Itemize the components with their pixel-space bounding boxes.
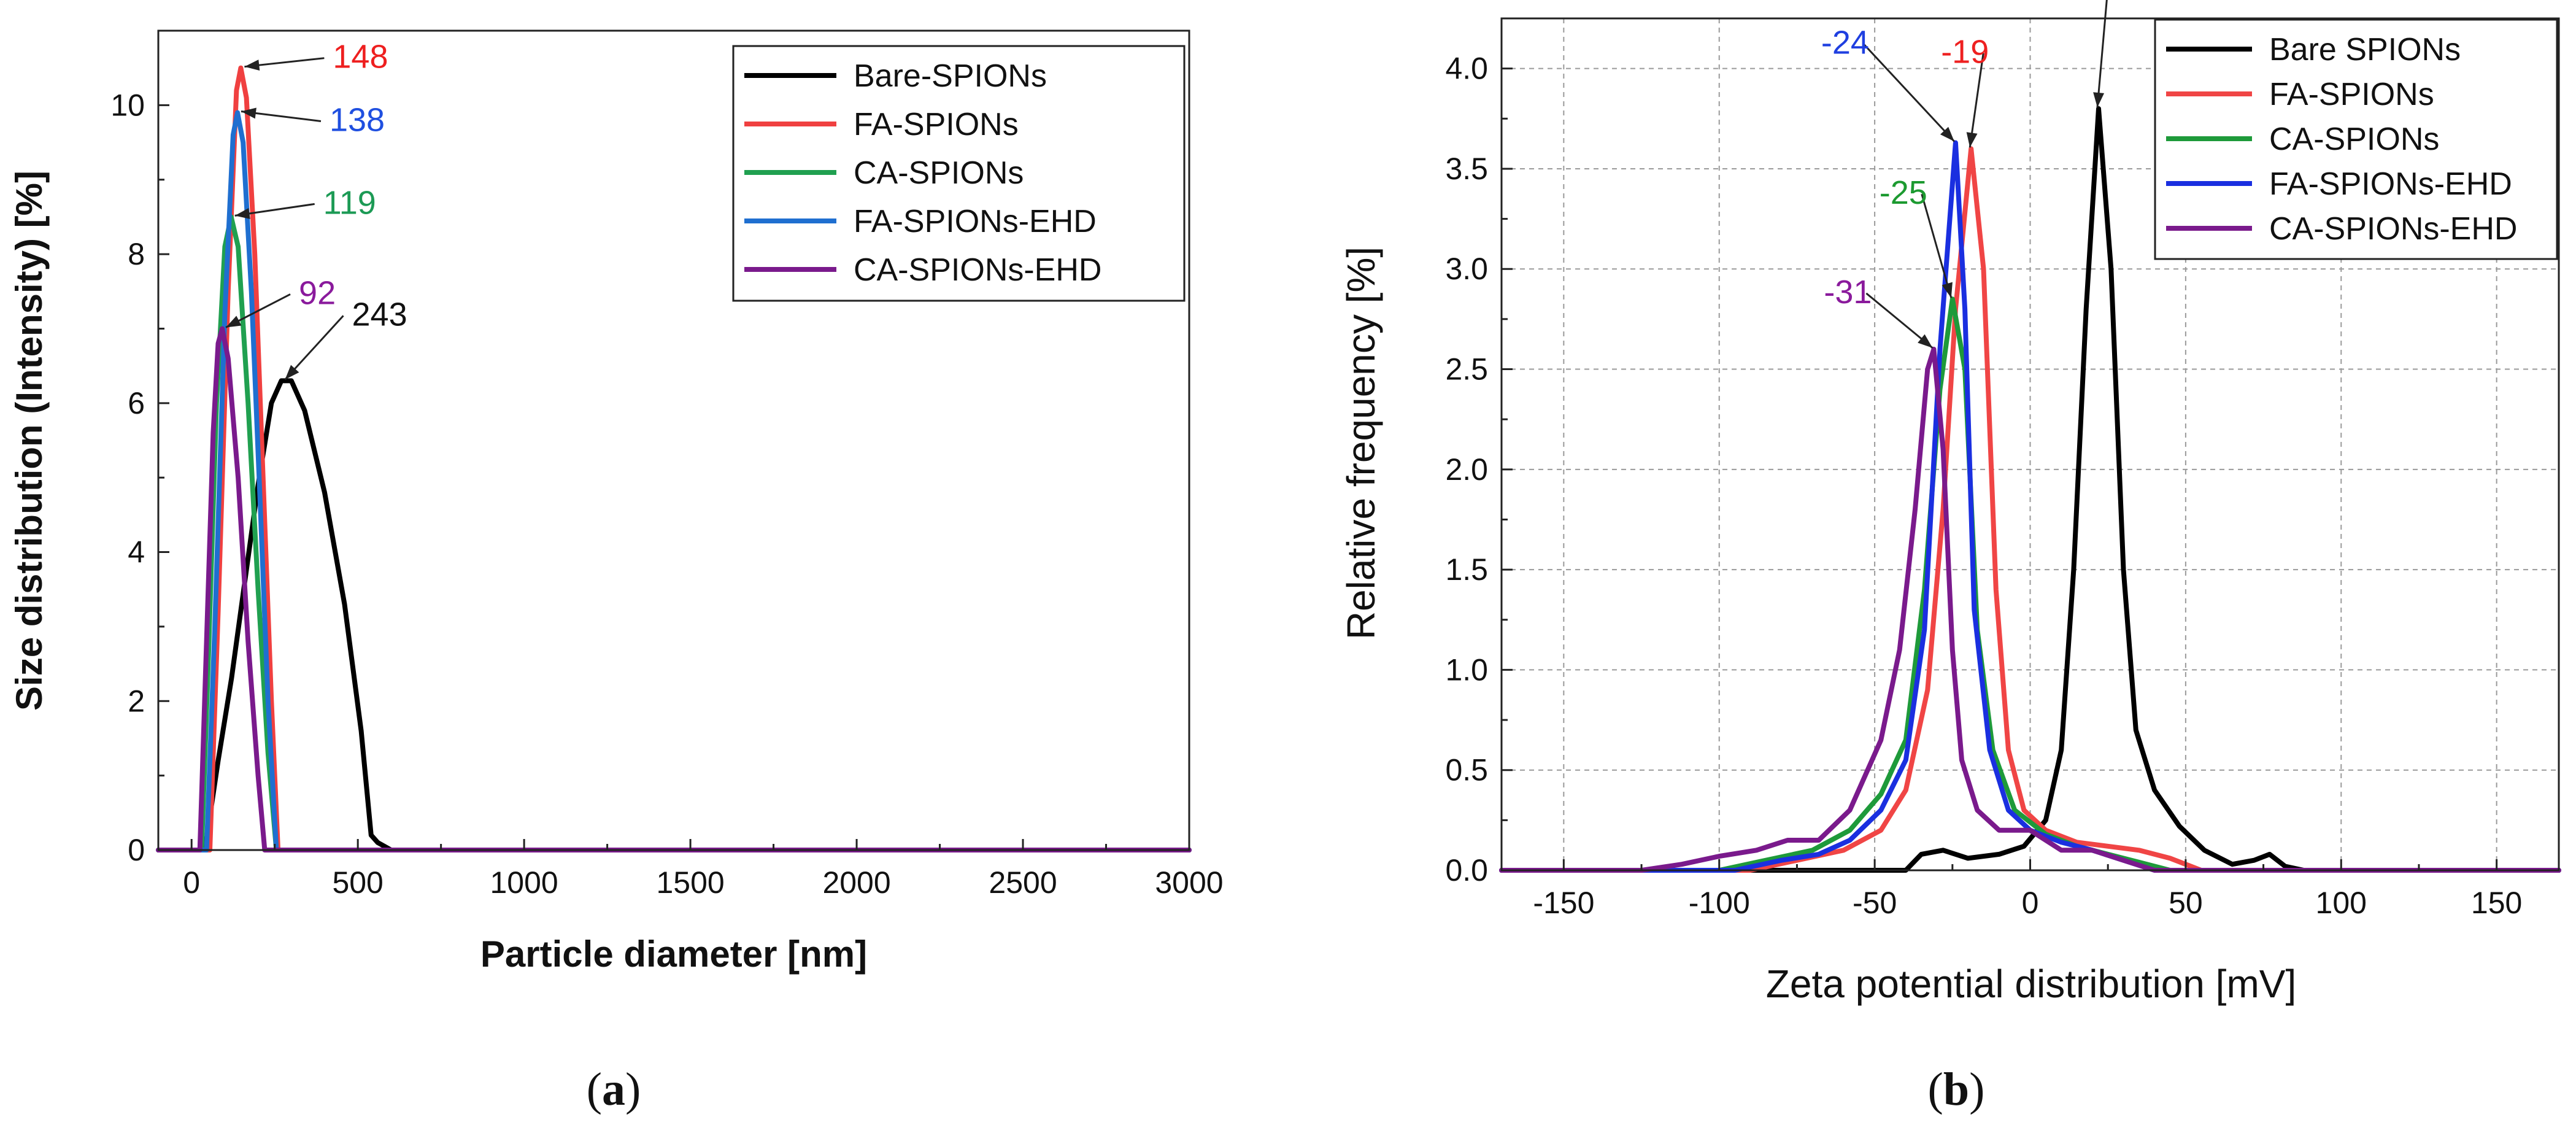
a-x-tick-label-4: 2000	[822, 865, 890, 900]
panel-a-annotations: 148 138 119 92 243	[225, 39, 407, 381]
panel-b-series-group	[1499, 106, 2561, 873]
a-series-line-fa-spions-ehd	[156, 110, 1192, 852]
a-y-tick-label-0: 0	[128, 833, 145, 867]
panel-a-caption: (a)	[587, 1064, 641, 1115]
b-annotation-arrow-0	[1969, 53, 1984, 148]
a-annotation-arrowhead-4	[285, 365, 299, 380]
b-y-tick-label-6: 3.0	[1445, 252, 1488, 286]
b-x-tick-label-2: -50	[1853, 886, 1897, 920]
a-legend-label-ca-spions: CA-SPIONs	[854, 155, 1024, 191]
b-y-tick-label-5: 2.5	[1445, 352, 1488, 387]
b-y-tick-label-1: 0.5	[1445, 753, 1488, 787]
a-x-tick-label-3: 1500	[656, 865, 724, 900]
a-annotation-label-148: 148	[333, 39, 388, 75]
a-y-tick-label-3: 6	[128, 386, 145, 420]
a-annotation-label-138: 138	[330, 102, 385, 139]
panel-b-x-axis-label: Zeta potential distribution [mV]	[1766, 962, 2296, 1006]
b-annotation-arrowhead-1	[2093, 92, 2105, 107]
panel-b-caption: (b)	[1928, 1064, 1985, 1115]
b-annotation-arrowhead-2	[1940, 126, 1954, 142]
b-legend-label-bare-spions: Bare SPIONs	[2269, 32, 2461, 68]
b-annotation-arrow-3	[1921, 193, 1953, 298]
b-legend-label-fa-spions-ehd: FA-SPIONs-EHD	[2269, 166, 2512, 202]
a-x-tick-label-5: 2500	[989, 865, 1057, 900]
b-annotation-label-25: -25	[1880, 174, 1927, 211]
a-annotation-arrowhead-3	[226, 315, 242, 328]
a-series-line-fa-spions	[156, 65, 1192, 852]
b-x-tick-label-4: 50	[2169, 886, 2203, 920]
b-legend-label-fa-spions: FA-SPIONs	[2269, 77, 2434, 112]
b-y-tick-label-3: 1.5	[1445, 552, 1488, 587]
a-annotation-label-92: 92	[299, 274, 336, 311]
panel-b-ticks: -150 -100 -50 0 50 100 150 0.0 0.5 1.0 1.5 2.0 2.5 3.…	[1445, 52, 2522, 920]
a-legend-label-fa-spions-ehd: FA-SPIONs-EHD	[854, 204, 1097, 239]
panel-b-annotations: -19 22 -24 -25 -31	[1821, 0, 2108, 349]
a-annotation-arrowhead-1	[241, 107, 256, 119]
a-legend-label-ca-spions-ehd: CA-SPIONs-EHD	[854, 252, 1101, 288]
a-annotation-label-243: 243	[352, 296, 407, 333]
b-annotation-label-19: -19	[1941, 33, 1989, 70]
b-annotation-arrowhead-0	[1966, 132, 1978, 148]
a-y-tick-label-5: 10	[110, 88, 145, 122]
b-x-tick-label-0: -150	[1533, 886, 1594, 920]
b-annotation-arrow-2	[1862, 43, 1955, 142]
a-series-line-ca-spions	[156, 214, 1192, 852]
b-legend-label-ca-spions: CA-SPIONs	[2269, 122, 2439, 157]
b-x-tick-label-1: -100	[1689, 886, 1750, 920]
a-series-line-ca-spions-ehd	[156, 326, 1192, 852]
a-y-tick-label-4: 8	[128, 237, 145, 271]
panel-a-legend: Bare-SPIONs FA-SPIONs CA-SPIONs FA-SPIONs-E…	[732, 45, 1186, 302]
panel-a-series-group	[156, 65, 1192, 852]
a-annotation-arrowhead-2	[234, 208, 250, 219]
a-annotation-arrowhead-0	[244, 60, 260, 71]
b-annotation-label-22: 22	[2071, 0, 2108, 6]
b-y-tick-label-7: 3.5	[1445, 152, 1488, 186]
a-x-tick-label-6: 3000	[1155, 865, 1223, 900]
b-legend-label-ca-spions-ehd: CA-SPIONs-EHD	[2269, 211, 2517, 247]
b-y-tick-label-0: 0.0	[1445, 853, 1488, 887]
a-y-tick-label-1: 2	[128, 684, 145, 718]
panel-a-plot-frame	[157, 29, 1190, 851]
b-y-tick-label-2: 1.0	[1445, 652, 1488, 687]
a-series-line-bare-spions	[156, 378, 1192, 852]
b-annotation-arrowhead-4	[1918, 334, 1933, 348]
b-y-tick-label-8: 4.0	[1445, 52, 1488, 86]
b-x-tick-label-6: 150	[2471, 886, 2522, 920]
b-series-line-bare-spions	[1499, 106, 2561, 873]
panel-b-zeta-potential: -150 -100 -50 0 50 100 150 0.0 0.5 1.0 1.5 2.0 2.5 3.…	[1339, 0, 2561, 1115]
b-annotation-label-24: -24	[1821, 24, 1869, 61]
panel-b-legend: Bare SPIONs FA-SPIONs CA-SPIONs FA-SPIONs-E…	[2154, 18, 2558, 260]
panel-a-x-axis-label: Particle diameter [nm]	[480, 934, 867, 975]
b-series-line-ca-spions-ehd	[1499, 346, 2561, 873]
a-y-tick-label-2: 4	[128, 535, 145, 570]
b-annotation-arrow-1	[2096, 0, 2108, 108]
panel-a-size-distribution: 0 500 1000 1500 2000 2500 3000 0 2 4 6 8 10 Bare-SPI…	[9, 29, 1224, 1115]
a-legend-label-bare-spions: Bare-SPIONs	[854, 58, 1047, 94]
a-legend-label-fa-spions: FA-SPIONs	[854, 107, 1019, 142]
panel-b-y-axis-label: Relative frequency [%]	[1339, 247, 1383, 640]
panel-a-y-axis-label: Size distribution (Intensity) [%]	[9, 171, 50, 711]
a-x-tick-label-1: 500	[332, 865, 383, 900]
b-annotation-label-31: -31	[1824, 274, 1872, 311]
b-annotation-arrowhead-3	[1942, 282, 1953, 298]
b-series-line-fa-spions	[1499, 146, 2561, 873]
a-x-tick-label-2: 1000	[490, 865, 558, 900]
panel-b-grid	[1502, 18, 2559, 870]
b-x-tick-label-3: 0	[2022, 886, 2039, 920]
panel-a-ticks: 0 500 1000 1500 2000 2500 3000 0 2 4 6 8 10	[110, 88, 1223, 900]
b-x-tick-label-5: 100	[2316, 886, 2367, 920]
a-x-tick-label-0: 0	[183, 865, 200, 900]
a-annotation-label-119: 119	[323, 184, 376, 221]
b-y-tick-label-4: 2.0	[1445, 452, 1488, 487]
